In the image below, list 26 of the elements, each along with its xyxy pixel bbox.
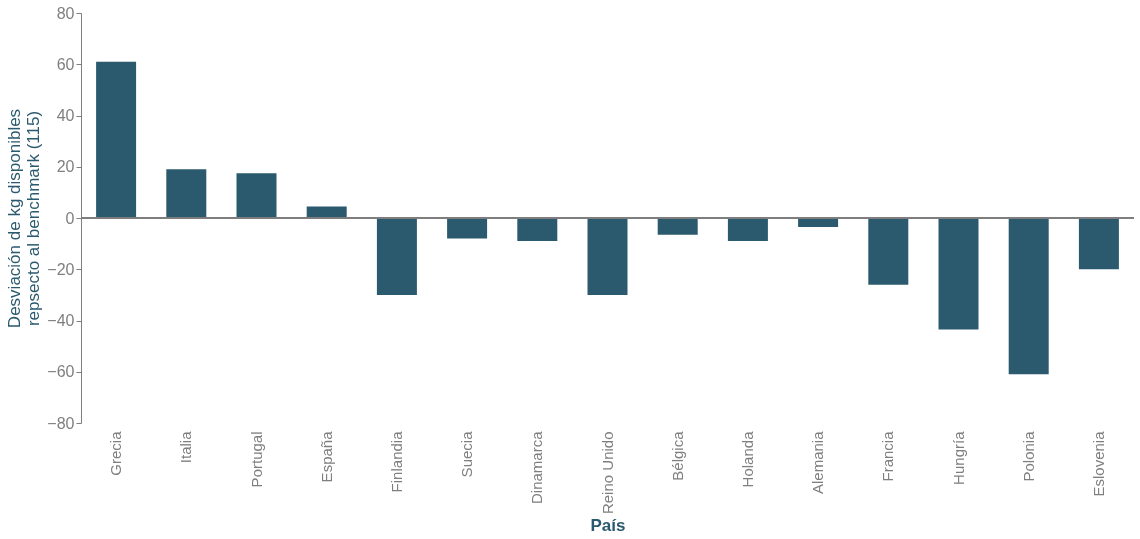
y-tick-label: −40 [47,312,75,329]
x-tick-label: Francia [879,430,897,482]
x-tick-label: Finlandia [387,430,405,493]
x-tick-label: Holanda [738,430,756,488]
x-tick-label: Bélgica [668,430,686,481]
y-tick-label: −20 [47,260,75,278]
y-tick-label: 20 [56,158,75,176]
y-tick-label: −80 [47,414,75,432]
x-tick-label: Italia [177,430,195,464]
x-tick-label: España [317,430,335,483]
x-tick-label: Polonia [1019,430,1037,482]
x-tick-label: Eslovenia [1089,430,1107,497]
y-tick-label: 0 [65,209,75,227]
x-tick-label: Dinamarca [528,430,546,505]
x-tick-label: Grecia [107,430,125,476]
y-tick-label: 80 [56,4,75,22]
x-tick-label: Hungría [949,430,967,485]
x-tick-label: Portugal [247,431,265,488]
x-tick-label: Alemania [809,430,827,495]
y-axis-title: Desviación de kg disponibles repsecto al benchmark (115) [5,108,44,329]
x-axis-title: País [590,516,626,536]
y-tick-label: 60 [56,55,75,73]
y-tick-label: −60 [47,363,75,381]
y-tick-label: 40 [56,107,75,124]
x-tick-label: Suecia [458,430,476,478]
x-tick-label: Reino Unido [598,431,616,515]
